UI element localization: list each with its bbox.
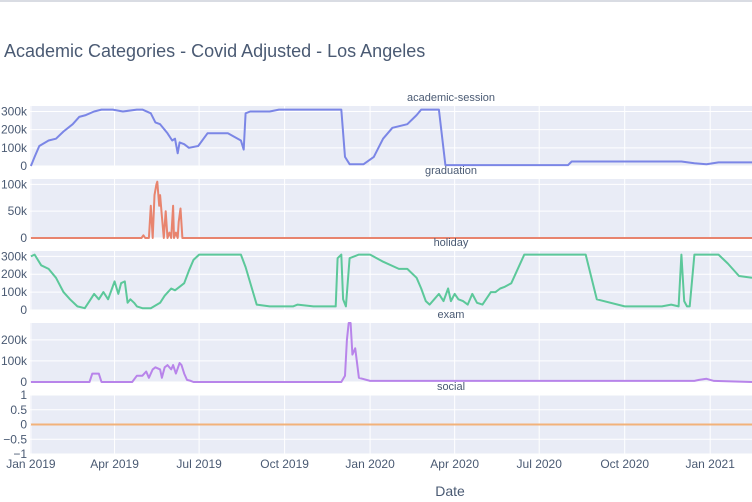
y-tick-label: 100k <box>1 141 28 155</box>
x-tick-label: Jul 2019 <box>176 457 222 471</box>
y-tick-label: −0.5 <box>3 432 27 446</box>
y-tick-label: 0 <box>20 303 27 317</box>
x-axis-ticks: Jan 2019 Apr 2019 Jul 2019 Oct 2019 Jan 2020… <box>6 457 735 471</box>
y-tick-label: 0 <box>20 159 27 173</box>
panel-social: −1−0.500.51 social <box>3 381 752 461</box>
series-line-holiday <box>30 253 752 310</box>
x-axis-label: Date <box>435 483 465 499</box>
y-tick-label: 100k <box>1 177 28 191</box>
y-tick-label: 100k <box>1 285 28 299</box>
x-tick-label: Jan 2021 <box>685 457 735 471</box>
y-tick-label: 300k <box>1 249 28 263</box>
x-tick-label: Jul 2020 <box>517 457 563 471</box>
y-tick-label: 0 <box>20 418 27 432</box>
panel-exam: 0 100k 200k exam <box>1 309 752 389</box>
y-tick-label: 0 <box>20 375 27 389</box>
y-tick-label: 50k <box>8 204 28 218</box>
series-line-exam <box>30 322 752 383</box>
y-tick-label: 200k <box>1 123 28 137</box>
y-tick-label: 0.5 <box>10 403 27 417</box>
x-tick-label: Jan 2019 <box>6 457 56 471</box>
chart-panels: 0 100k 200k 300k academic-session 0 50k 100k gra… <box>1 92 752 461</box>
panel-background <box>30 251 752 310</box>
panel-title: social <box>437 381 465 393</box>
y-tick-label: 200k <box>1 333 28 347</box>
y-tick-label: −1 <box>13 447 27 461</box>
panel-holiday: 0 100k 200k 300k holiday <box>1 237 752 317</box>
panel-background <box>30 106 752 166</box>
panel-title: holiday <box>434 237 469 249</box>
y-tick-label: 200k <box>1 267 28 281</box>
series-line-graduation <box>30 180 752 239</box>
panel-title: graduation <box>425 165 477 177</box>
x-tick-label: Jan 2020 <box>345 457 395 471</box>
series-line-academic-session <box>29 108 752 167</box>
y-tick-label: 0 <box>20 231 27 245</box>
y-tick-label: 1 <box>20 388 27 402</box>
chart-title: Academic Categories - Covid Adjusted - L… <box>4 41 425 61</box>
panel-title: academic-session <box>407 92 495 104</box>
x-tick-label: Apr 2020 <box>430 457 479 471</box>
x-tick-label: Oct 2020 <box>600 457 649 471</box>
panel-graduation: 0 50k 100k graduation <box>1 165 752 245</box>
x-tick-label: Apr 2019 <box>90 457 139 471</box>
y-tick-label: 300k <box>1 104 28 118</box>
panel-title: exam <box>438 309 465 321</box>
panel-background <box>30 323 752 382</box>
panel-academic-session: 0 100k 200k 300k academic-session <box>1 92 752 173</box>
x-tick-label: Oct 2019 <box>260 457 309 471</box>
panel-background <box>30 179 752 238</box>
y-tick-label: 100k <box>1 354 28 368</box>
